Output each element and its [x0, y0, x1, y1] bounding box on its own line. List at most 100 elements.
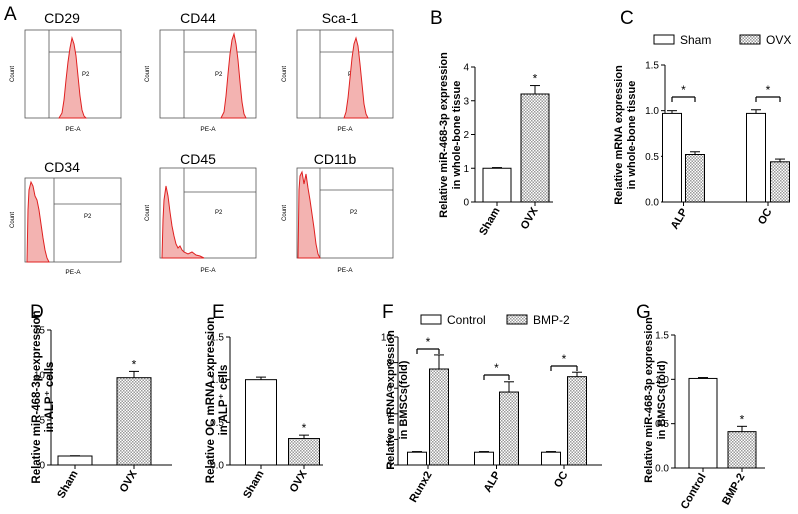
x-tick-label: OVX	[118, 468, 140, 495]
y-axis-label: Relative miR-468-3p expressionin ALP⁺ ce…	[31, 310, 56, 483]
bar	[116, 377, 152, 466]
y-tick-label: 0.0	[210, 461, 224, 472]
y-axis-label: Relative miR-468-3p expressionin BMSCs(f…	[643, 317, 668, 483]
significance-star: *	[533, 72, 538, 86]
flow-gate-label: P2	[84, 214, 92, 220]
y-axis-label: Relative mRNA expressionin whole-bone ti…	[613, 65, 638, 205]
significance-star: *	[766, 83, 771, 97]
bar	[429, 368, 449, 466]
y-tick-label: 1.0	[210, 375, 224, 386]
flow-x-label: PE-A	[65, 269, 81, 276]
flow-histogram	[161, 185, 205, 259]
y-tick-label: 1.5	[645, 61, 659, 72]
flow-panel: CD29 Count PE-A P2	[10, 10, 122, 133]
y-tick-label: 1.5	[210, 333, 224, 344]
legend-label: OVX	[766, 33, 791, 47]
legend-label: Control	[447, 313, 486, 327]
x-tick-label: BMP-2	[720, 472, 748, 508]
y-axis-label-line: in BMSCs(fold)	[398, 360, 410, 439]
flow-panel: CD44 Count PE-A P2	[145, 10, 257, 133]
y-tick-label: 0.0	[655, 464, 669, 475]
y-tick-label: 8	[386, 358, 392, 369]
bar	[541, 451, 561, 466]
y-axis-label-line: Relative miR-468-3p expression	[643, 317, 655, 483]
legend-swatch	[420, 314, 442, 325]
flow-marker-label: CD34	[44, 159, 80, 175]
y-axis-label-line: in whole-bone tissue	[451, 81, 463, 190]
flow-x-label: PE-A	[337, 126, 353, 133]
flow-marker-label: CD45	[180, 151, 216, 167]
flow-plot-frame	[24, 177, 122, 263]
flow-plot-frame	[159, 167, 257, 259]
x-tick-label: Sham	[55, 468, 80, 500]
legend-swatch	[506, 314, 528, 325]
significance-star: *	[426, 335, 431, 349]
bar	[57, 455, 93, 466]
flow-x-label: PE-A	[200, 126, 216, 133]
y-tick-label: 10	[34, 371, 46, 382]
x-tick-label: Runx2	[407, 470, 434, 505]
y-tick-label: 3	[463, 96, 469, 107]
bar	[499, 391, 519, 466]
y-tick-label: 1	[463, 164, 469, 175]
flow-histogram	[220, 32, 247, 119]
y-tick-label: 10	[381, 333, 393, 344]
flow-gate-label: P2	[215, 210, 223, 216]
bar	[727, 431, 757, 469]
bar	[567, 376, 587, 466]
y-axis-label-line: Relative OC mRNA expression	[205, 317, 217, 483]
chart-c: 0.0 0.5 1.0 1.5 Relative mRNA expressionin w…	[613, 33, 791, 232]
flow-count-label: Count	[145, 66, 151, 82]
y-tick-label: 4	[386, 409, 392, 420]
x-tick-label: OVX	[288, 468, 310, 495]
flow-x-label: PE-A	[200, 267, 216, 274]
x-tick-label: OC	[756, 206, 775, 226]
y-tick-label: 0.0	[645, 198, 659, 209]
x-tick-label: ALP	[669, 207, 690, 232]
significance-star: *	[132, 357, 137, 371]
y-axis-label-line: in whole-bone tissue	[626, 81, 638, 190]
legend-label: BMP-2	[533, 313, 570, 327]
y-axis-label-line: in ALP⁺ cells	[44, 362, 56, 433]
flow-plot-frame	[296, 167, 394, 259]
flow-marker-label: Sca-1	[322, 10, 359, 26]
y-tick-label: 0.5	[210, 418, 224, 429]
flow-panels: CD29 Count PE-A P2 CD44 Count PE-A P2 Sc…	[10, 10, 394, 276]
flow-x-label: PE-A	[337, 267, 353, 274]
x-tick-label: ALP	[482, 470, 503, 495]
legend-swatch	[739, 34, 761, 45]
y-tick-label: 0.5	[645, 152, 659, 163]
y-axis-label: Relative miR-468-3p expressionin whole-b…	[438, 52, 463, 218]
flow-panel: CD45 Count PE-A P2	[145, 151, 257, 274]
significance-star: *	[562, 352, 567, 366]
y-axis-label-line: Relative mRNA expression	[613, 65, 625, 205]
bar	[662, 112, 682, 203]
y-axis-label-line: in ALP⁺ cells	[218, 365, 230, 436]
bar	[770, 161, 790, 203]
panel-letter-c: C	[620, 8, 634, 29]
x-tick-label: Control	[679, 472, 709, 510]
flow-count-label: Count	[282, 66, 288, 82]
y-axis-label-line: Relative miR-468-3p expression	[438, 52, 450, 218]
bar	[520, 93, 550, 203]
significance-star: *	[494, 361, 499, 375]
y-tick-label: 0.5	[655, 419, 669, 430]
flow-count-label: Count	[282, 205, 288, 221]
flow-marker-label: CD44	[180, 10, 216, 26]
y-tick-label: 1.5	[655, 331, 669, 342]
bar	[688, 377, 718, 469]
significance-star: *	[302, 421, 307, 435]
flow-panel: CD11b Count PE-A P2	[282, 151, 394, 274]
panel-letter-f: F	[382, 302, 394, 323]
y-axis-label: Relative mRNA expressionin BMSCs(fold)	[385, 330, 410, 470]
panel-letter-e: E	[212, 302, 225, 323]
y-tick-label: 0	[463, 198, 469, 209]
legend-swatch	[653, 34, 675, 45]
y-tick-label: 0	[39, 461, 45, 472]
